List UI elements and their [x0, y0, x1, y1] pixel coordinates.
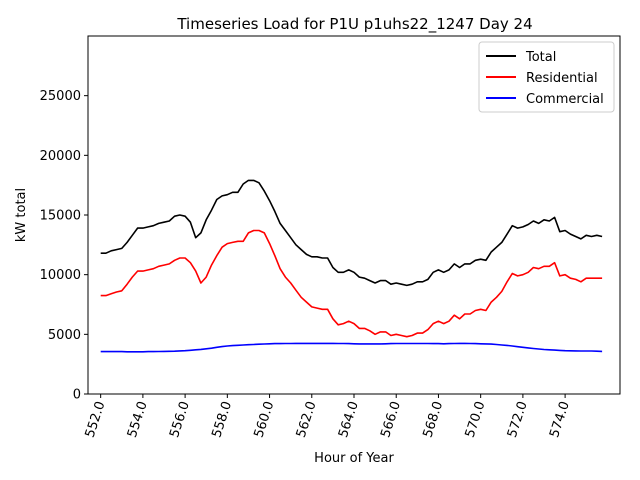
y-axis: 0 5000 10000 15000 20000 25000	[40, 89, 88, 403]
y-tick-label: 10000	[40, 268, 81, 283]
x-tick-label: 574.0	[547, 400, 573, 440]
series-line-residential	[100, 229, 603, 338]
x-tick-label: 572.0	[505, 400, 531, 440]
y-tick-label: 0	[73, 388, 81, 403]
legend: Total Residential Commercial	[478, 41, 615, 113]
legend-label-commercial: Commercial	[526, 92, 604, 107]
x-tick-label: 552.0	[83, 400, 109, 440]
x-tick-label: 570.0	[463, 400, 489, 440]
chart-title: Timeseries Load for P1U p1uhs22_1247 Day…	[176, 15, 532, 34]
y-tick-label: 15000	[40, 209, 81, 224]
legend-label-total: Total	[525, 50, 556, 65]
x-axis: 552.0 554.0 556.0 558.0 560.0 562.0 564.0 566.0…	[83, 394, 573, 440]
y-tick-label: 20000	[40, 149, 81, 164]
x-tick-label: 554.0	[125, 400, 151, 440]
y-tick-label: 25000	[40, 89, 81, 104]
x-tick-label: 568.0	[420, 400, 446, 440]
series-group	[100, 179, 603, 353]
x-tick-label: 556.0	[167, 400, 193, 440]
x-tick-label: 562.0	[294, 400, 320, 440]
x-tick-label: 566.0	[378, 400, 404, 440]
x-tick-label: 560.0	[252, 400, 278, 440]
x-axis-label: Hour of Year	[314, 451, 394, 466]
x-tick-label: 564.0	[336, 400, 362, 440]
y-tick-label: 5000	[48, 328, 81, 343]
x-tick-label: 558.0	[209, 400, 235, 440]
series-line-total	[100, 179, 603, 287]
legend-label-residential: Residential	[526, 71, 598, 86]
y-axis-label: kW total	[14, 188, 29, 242]
series-line-commercial	[100, 342, 603, 353]
legend-box	[478, 41, 615, 113]
